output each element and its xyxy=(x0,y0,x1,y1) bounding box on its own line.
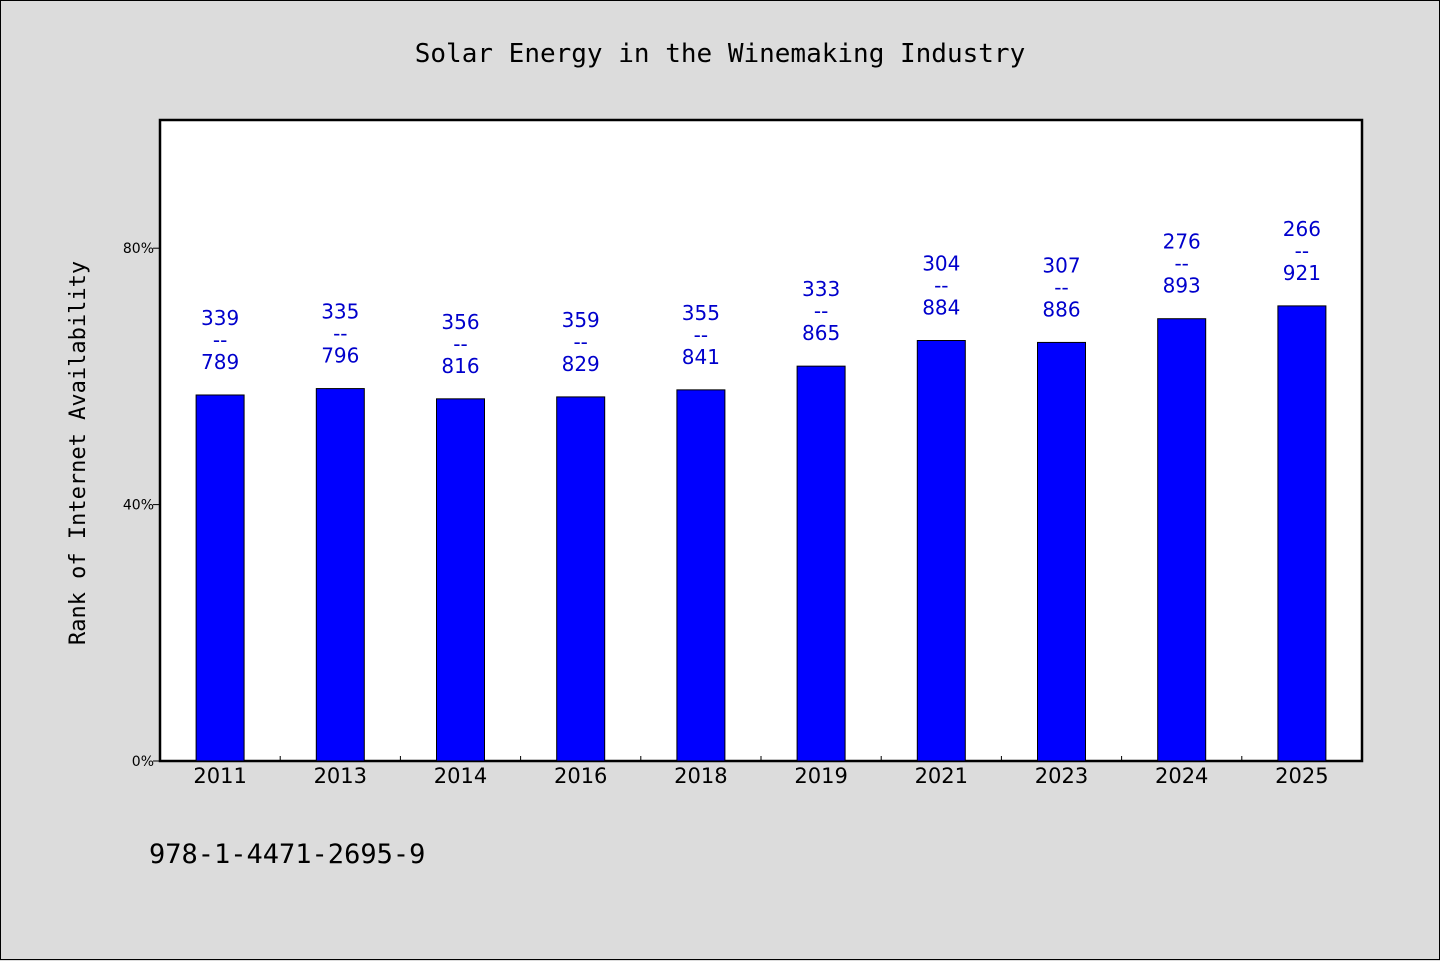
bar-data-label: -- xyxy=(333,322,347,346)
y-axis-ticks: 0% 40% 80% xyxy=(123,241,160,770)
bar xyxy=(1277,305,1327,762)
bar-data-label: -- xyxy=(934,274,948,298)
x-tick-label: 2025 xyxy=(1275,764,1328,788)
bar-data-label: 865 xyxy=(802,321,840,345)
bar-data-label: -- xyxy=(1295,239,1309,263)
bar-data-label: -- xyxy=(694,323,708,347)
bar xyxy=(195,394,245,762)
bar-data-label: 304 xyxy=(922,252,960,276)
bar xyxy=(916,340,966,762)
bar-data-label: -- xyxy=(1174,252,1188,276)
bar xyxy=(315,388,365,762)
bar-data-label: 921 xyxy=(1283,261,1321,285)
bar-data-label: -- xyxy=(453,332,467,356)
bar-data-label: 893 xyxy=(1163,274,1201,298)
bar-data-label: 841 xyxy=(682,345,720,369)
bar xyxy=(556,396,606,762)
bar-data-label: 307 xyxy=(1042,253,1080,277)
bar xyxy=(1037,341,1086,762)
bar-data-label: 816 xyxy=(441,354,479,378)
y-axis-label: Rank of Internet Availability xyxy=(66,261,91,645)
bar xyxy=(676,389,726,762)
bar-data-label: -- xyxy=(213,328,227,352)
bar-data-label: 829 xyxy=(562,352,600,376)
bar-data-label: 884 xyxy=(922,296,960,320)
y-tick-label: 40% xyxy=(123,498,154,514)
bar-data-label: -- xyxy=(814,299,828,323)
bar-data-label: 796 xyxy=(321,344,359,368)
bar-data-label: 356 xyxy=(441,310,479,334)
x-tick-label: 2019 xyxy=(794,764,847,788)
bar-data-label: 333 xyxy=(802,277,840,301)
footer-code: 978-1-4471-2695-9 xyxy=(149,839,425,870)
x-axis-ticks: 2011 2013 2014 2016 2018 2019 2021 2023 2024 2025 xyxy=(193,756,1329,788)
x-tick-label: 2013 xyxy=(314,764,367,788)
bar-data-label: 886 xyxy=(1042,297,1080,321)
bar-data-label: 789 xyxy=(201,350,239,374)
bar-data-label: 355 xyxy=(682,301,720,325)
bar-data-label: 276 xyxy=(1163,230,1201,254)
x-tick-label: 2016 xyxy=(554,764,607,788)
bar-data-labels: 339--789335--796356--816359--829355--841… xyxy=(201,217,1321,378)
bar xyxy=(796,365,846,762)
bar-data-label: -- xyxy=(1054,275,1068,299)
bar-data-label: 335 xyxy=(321,300,359,324)
x-tick-label: 2021 xyxy=(915,764,968,788)
x-tick-label: 2023 xyxy=(1035,764,1088,788)
bar-data-label: 339 xyxy=(201,306,239,330)
y-tick-label: 0% xyxy=(132,754,154,770)
bar xyxy=(436,398,485,762)
bar xyxy=(1157,318,1207,762)
bar-data-label: 266 xyxy=(1283,217,1321,241)
x-tick-label: 2011 xyxy=(193,764,246,788)
y-tick-label: 80% xyxy=(123,241,154,257)
bar-data-label: -- xyxy=(573,330,587,354)
x-tick-label: 2018 xyxy=(674,764,727,788)
x-tick-label: 2024 xyxy=(1155,764,1208,788)
bars xyxy=(195,305,1327,762)
chart-title: Solar Energy in the Winemaking Industry xyxy=(415,39,1025,69)
bar-data-label: 359 xyxy=(562,308,600,332)
x-tick-label: 2014 xyxy=(434,764,487,788)
